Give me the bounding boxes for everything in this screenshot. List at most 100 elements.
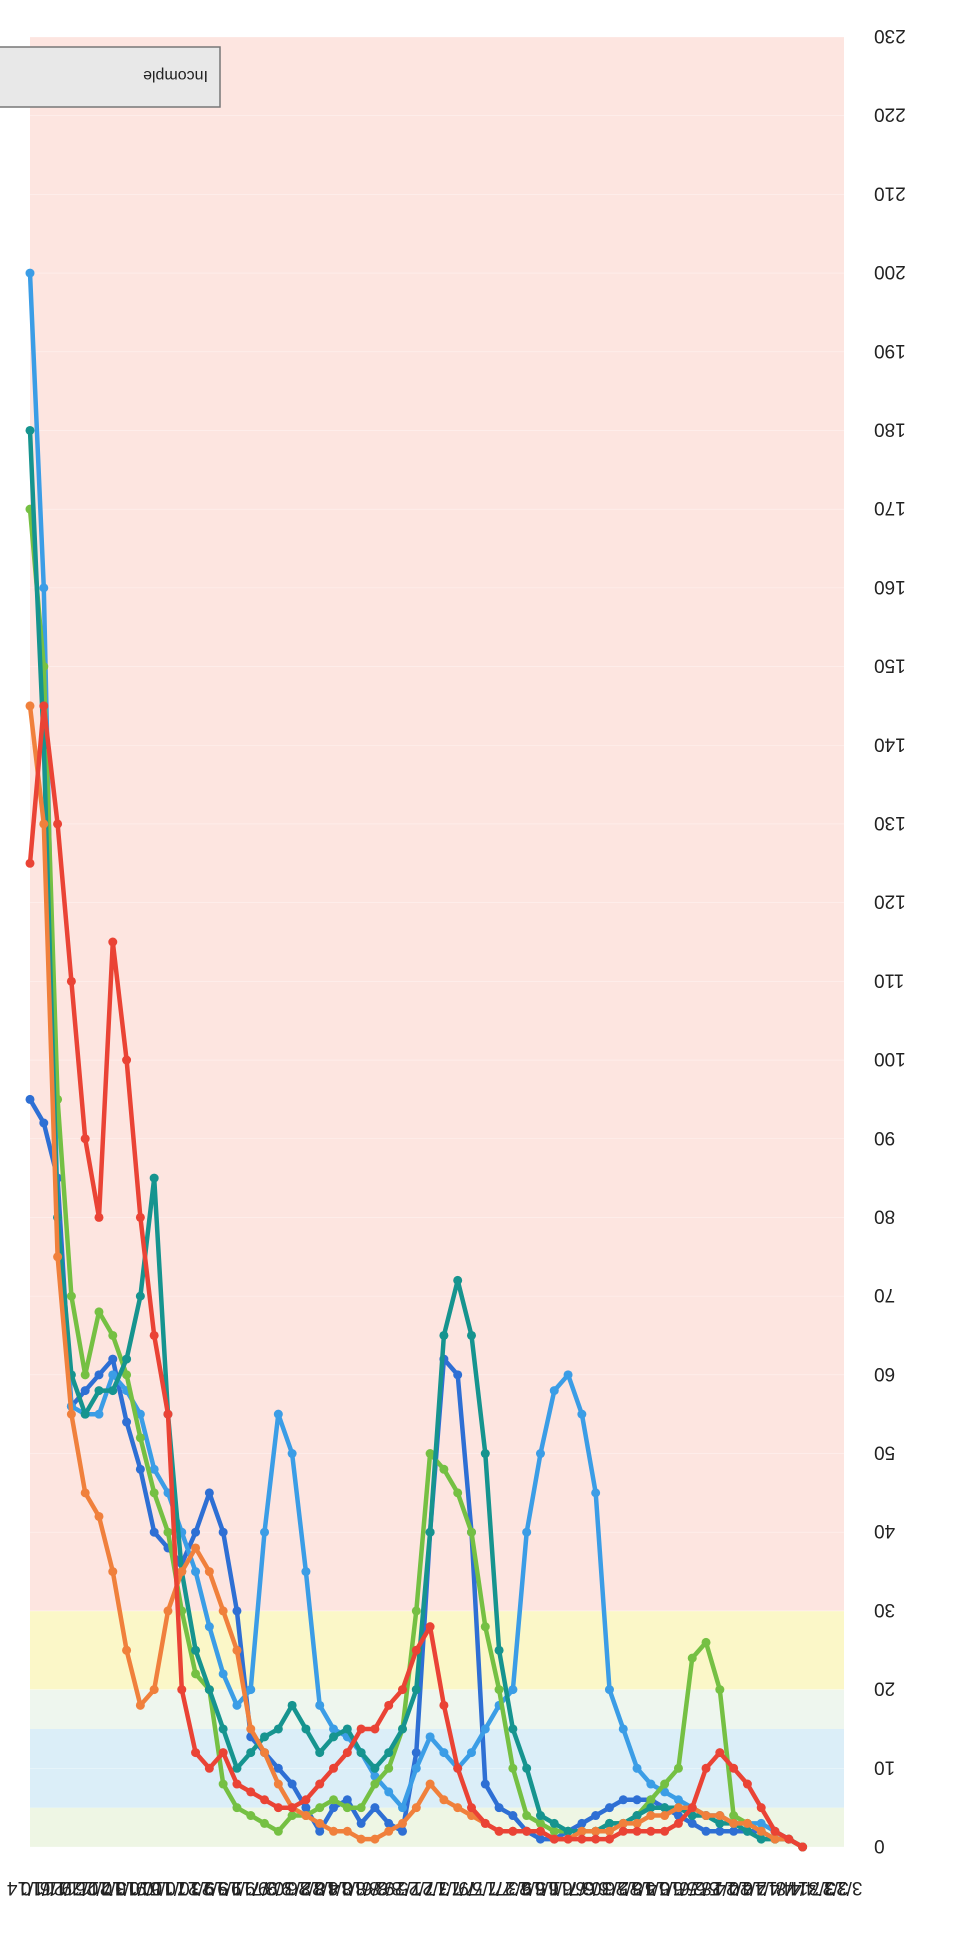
data-point bbox=[522, 1527, 532, 1537]
data-point bbox=[218, 1606, 228, 1616]
data-point bbox=[66, 976, 76, 986]
data-point bbox=[715, 1826, 725, 1836]
y-tick-label: 90 bbox=[874, 1127, 895, 1148]
data-point bbox=[480, 1622, 490, 1632]
x-tick-label: 10/17 bbox=[103, 1877, 151, 1898]
data-point bbox=[577, 1818, 587, 1828]
x-tick-label: 10/13 bbox=[117, 1877, 165, 1898]
data-point bbox=[287, 1803, 297, 1813]
data-point bbox=[439, 1700, 449, 1710]
data-point bbox=[329, 1803, 339, 1813]
data-point bbox=[618, 1818, 628, 1828]
data-point bbox=[356, 1724, 366, 1734]
x-tick-label: 5/2 bbox=[693, 1877, 719, 1898]
data-point bbox=[577, 1834, 587, 1844]
data-point bbox=[301, 1811, 311, 1821]
data-point bbox=[770, 1826, 780, 1836]
data-point bbox=[260, 1748, 270, 1758]
data-point bbox=[260, 1732, 270, 1742]
data-point bbox=[108, 1567, 118, 1577]
data-point bbox=[660, 1779, 670, 1789]
data-point bbox=[356, 1748, 366, 1758]
data-point bbox=[163, 1409, 173, 1419]
series-5 bbox=[25, 701, 808, 1852]
data-point bbox=[480, 1724, 490, 1734]
y-tick-label: 30 bbox=[874, 1599, 895, 1620]
data-point bbox=[94, 1212, 104, 1222]
data-point bbox=[549, 1818, 559, 1828]
data-point bbox=[273, 1409, 283, 1419]
data-point bbox=[756, 1803, 766, 1813]
data-point bbox=[439, 1464, 449, 1474]
x-tick-label: 6/23 bbox=[508, 1877, 545, 1898]
data-point bbox=[39, 583, 49, 593]
x-tick-label: 10/25 bbox=[75, 1877, 123, 1898]
data-point bbox=[715, 1811, 725, 1821]
data-point bbox=[329, 1763, 339, 1773]
data-point bbox=[149, 1464, 159, 1474]
x-tick-label: 8/18 bbox=[315, 1877, 352, 1898]
data-point bbox=[191, 1543, 201, 1553]
data-point bbox=[577, 1409, 587, 1419]
data-point bbox=[94, 1386, 104, 1396]
x-tick-label: 3/27 bbox=[812, 1877, 849, 1898]
data-point bbox=[135, 1464, 145, 1474]
x-tick-label: 5/30 bbox=[591, 1877, 628, 1898]
data-point bbox=[94, 1409, 104, 1419]
data-point bbox=[563, 1370, 573, 1380]
data-point bbox=[218, 1724, 228, 1734]
data-point bbox=[246, 1685, 256, 1695]
x-tick-label: 4/28 bbox=[701, 1877, 738, 1898]
x-tick-label: 6/19 bbox=[522, 1877, 559, 1898]
data-point bbox=[232, 1700, 242, 1710]
data-point bbox=[384, 1763, 394, 1773]
data-point bbox=[784, 1834, 794, 1844]
data-point bbox=[149, 1685, 159, 1695]
x-tick-label: 8/30 bbox=[274, 1877, 311, 1898]
data-point bbox=[508, 1685, 518, 1695]
data-point bbox=[549, 1834, 559, 1844]
data-point bbox=[315, 1826, 325, 1836]
y-tick-label: 40 bbox=[874, 1520, 895, 1541]
data-point bbox=[425, 1732, 435, 1742]
data-point bbox=[398, 1724, 408, 1734]
data-point bbox=[384, 1700, 394, 1710]
data-point bbox=[604, 1826, 614, 1836]
data-point bbox=[163, 1527, 173, 1537]
y-tick-label: 0 bbox=[874, 1835, 885, 1856]
data-point bbox=[232, 1606, 242, 1616]
data-point bbox=[549, 1386, 559, 1396]
x-tick-label: 11/10 bbox=[21, 1877, 67, 1898]
data-point bbox=[384, 1748, 394, 1758]
data-point bbox=[715, 1818, 725, 1828]
data-point bbox=[315, 1803, 325, 1813]
data-point bbox=[687, 1803, 697, 1813]
data-point bbox=[729, 1826, 739, 1836]
data-point bbox=[535, 1811, 545, 1821]
data-point bbox=[25, 425, 35, 435]
data-point bbox=[287, 1700, 297, 1710]
data-point bbox=[204, 1567, 214, 1577]
data-point bbox=[660, 1803, 670, 1813]
data-point bbox=[301, 1567, 311, 1577]
data-point bbox=[246, 1811, 256, 1821]
data-point bbox=[480, 1818, 490, 1828]
data-point bbox=[149, 1527, 159, 1537]
data-point bbox=[508, 1826, 518, 1836]
x-tick-label: 4/8 bbox=[776, 1877, 802, 1898]
data-point bbox=[356, 1818, 366, 1828]
legend: Incomple bbox=[0, 46, 221, 108]
data-point bbox=[25, 858, 35, 868]
data-point bbox=[177, 1685, 187, 1695]
data-point bbox=[25, 701, 35, 711]
data-point bbox=[191, 1748, 201, 1758]
x-tick-label: 4/16 bbox=[743, 1877, 780, 1898]
data-point bbox=[315, 1748, 325, 1758]
data-point bbox=[108, 1386, 118, 1396]
data-point bbox=[191, 1669, 201, 1679]
data-point bbox=[632, 1818, 642, 1828]
data-point bbox=[246, 1724, 256, 1734]
data-point bbox=[604, 1818, 614, 1828]
legend-label: Incomple bbox=[143, 67, 208, 84]
